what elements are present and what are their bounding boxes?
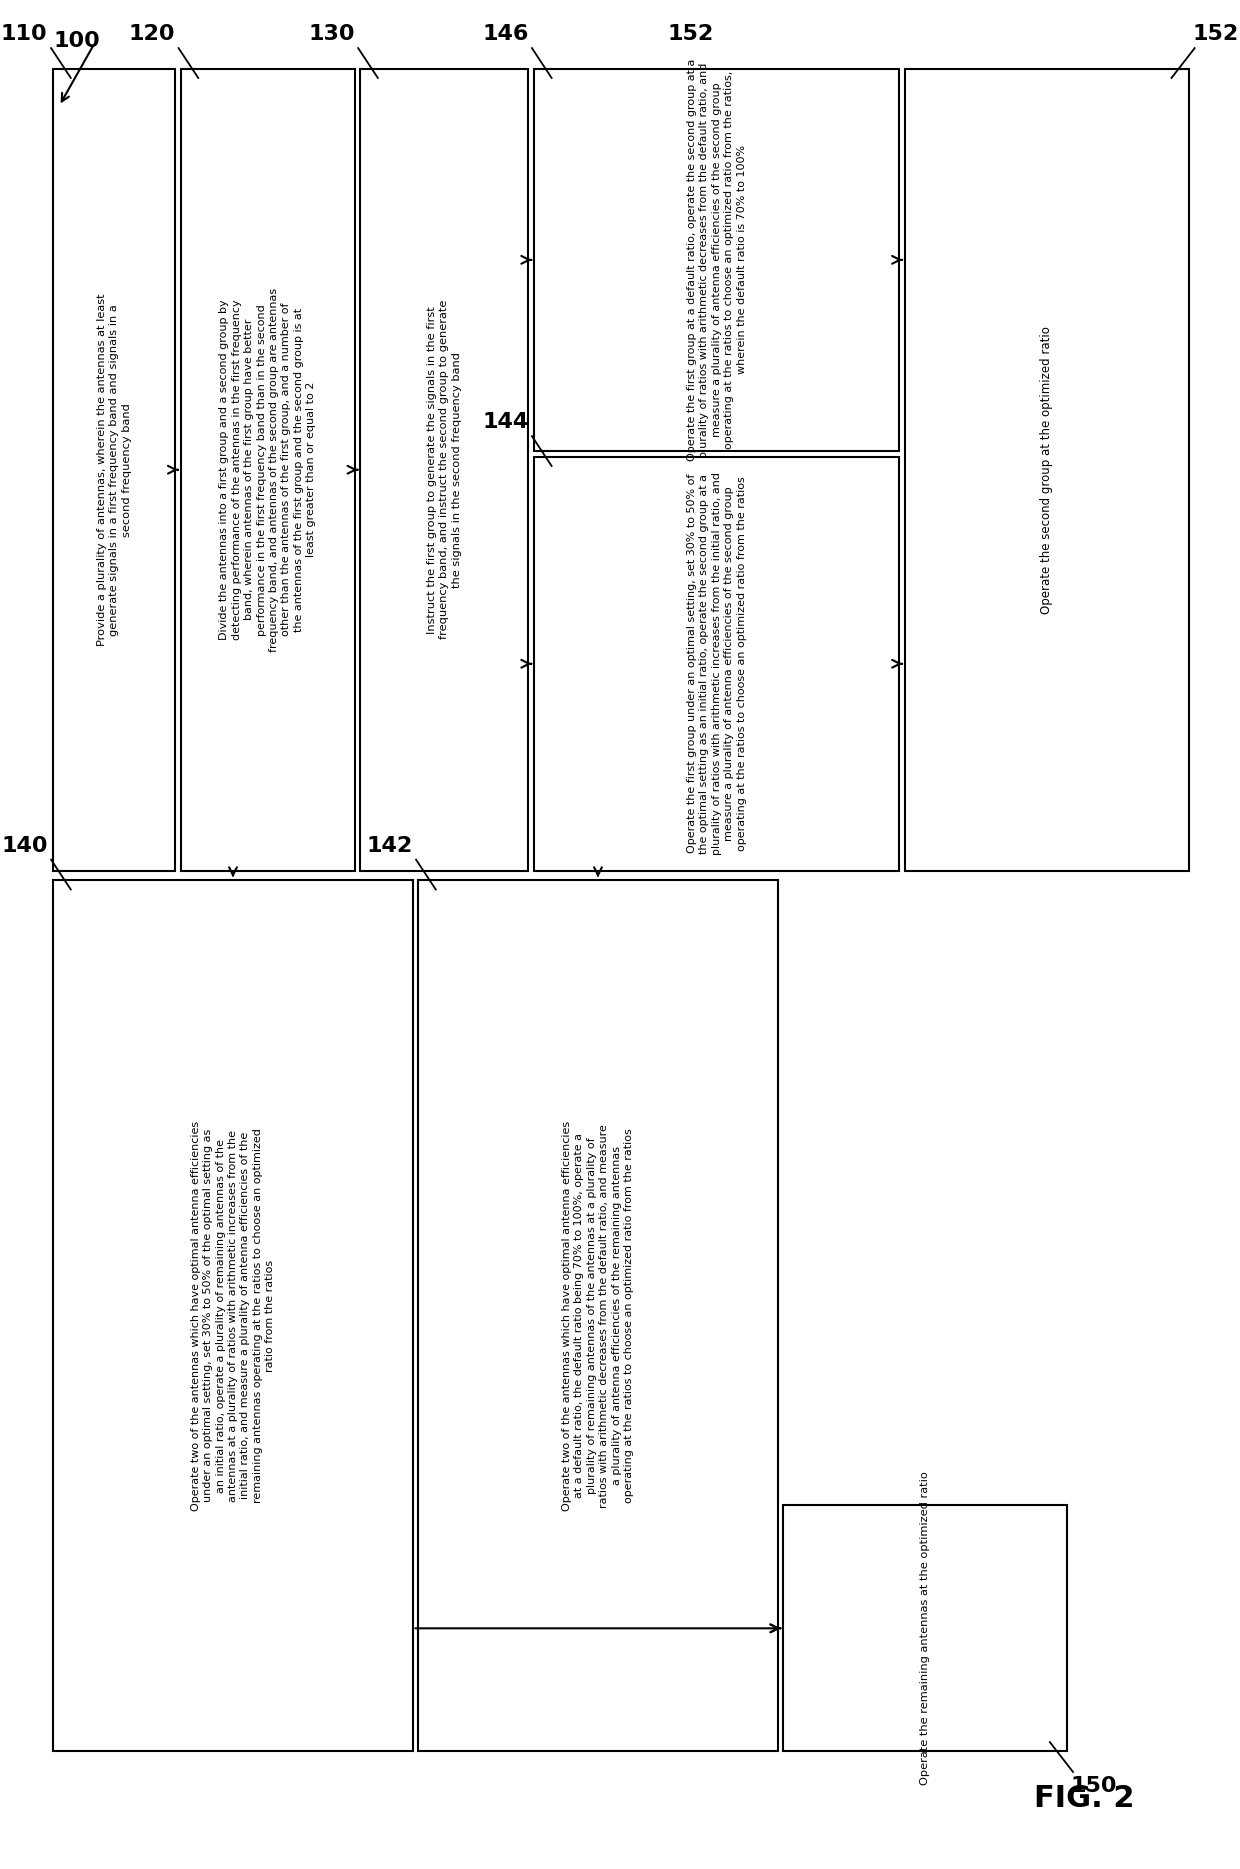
Text: FIG. 2: FIG. 2 [1034, 1783, 1135, 1813]
Text: 130: 130 [309, 24, 355, 45]
Text: 152: 152 [1193, 24, 1239, 45]
Bar [181, 69, 355, 871]
Text: Operate two of the antennas which have optimal antenna efficiencies
at a default: Operate two of the antennas which have o… [562, 1121, 634, 1510]
Bar [534, 456, 899, 871]
Text: Operate two of the antennas which have optimal antenna efficiencies
under an opt: Operate two of the antennas which have o… [191, 1121, 275, 1510]
Bar [418, 880, 777, 1751]
Text: Divide the antennas into a first group and a second group by
detecting performan: Divide the antennas into a first group a… [219, 288, 316, 652]
Text: 140: 140 [1, 835, 47, 856]
Text: Operate the remaining antennas at the optimized ratio: Operate the remaining antennas at the op… [920, 1471, 930, 1785]
Text: 120: 120 [129, 24, 175, 45]
Text: Operate the first group under an optimal setting, set 30% to 50% of
the optimal : Operate the first group under an optimal… [687, 473, 746, 856]
Bar [905, 69, 1189, 871]
Text: 146: 146 [482, 24, 528, 45]
Text: Operate the first group at a default ratio, operate the second group at a
plural: Operate the first group at a default rat… [687, 58, 746, 462]
Text: 152: 152 [667, 24, 714, 45]
Text: 110: 110 [1, 24, 47, 45]
Bar [53, 69, 175, 871]
Text: 142: 142 [366, 835, 413, 856]
Bar [361, 69, 528, 871]
Bar [534, 69, 899, 450]
Text: Provide a plurality of antennas, wherein the antennas at least
generate signals : Provide a plurality of antennas, wherein… [97, 293, 131, 647]
Text: 144: 144 [482, 413, 528, 432]
Bar [53, 880, 413, 1751]
Text: 100: 100 [53, 32, 100, 50]
Text: 150: 150 [1070, 1776, 1117, 1796]
Bar [784, 1505, 1068, 1751]
Text: Operate the second group at the optimized ratio: Operate the second group at the optimize… [1040, 325, 1054, 613]
Text: Instruct the first group to generate the signals in the first
frequency band, an: Instruct the first group to generate the… [427, 301, 461, 639]
